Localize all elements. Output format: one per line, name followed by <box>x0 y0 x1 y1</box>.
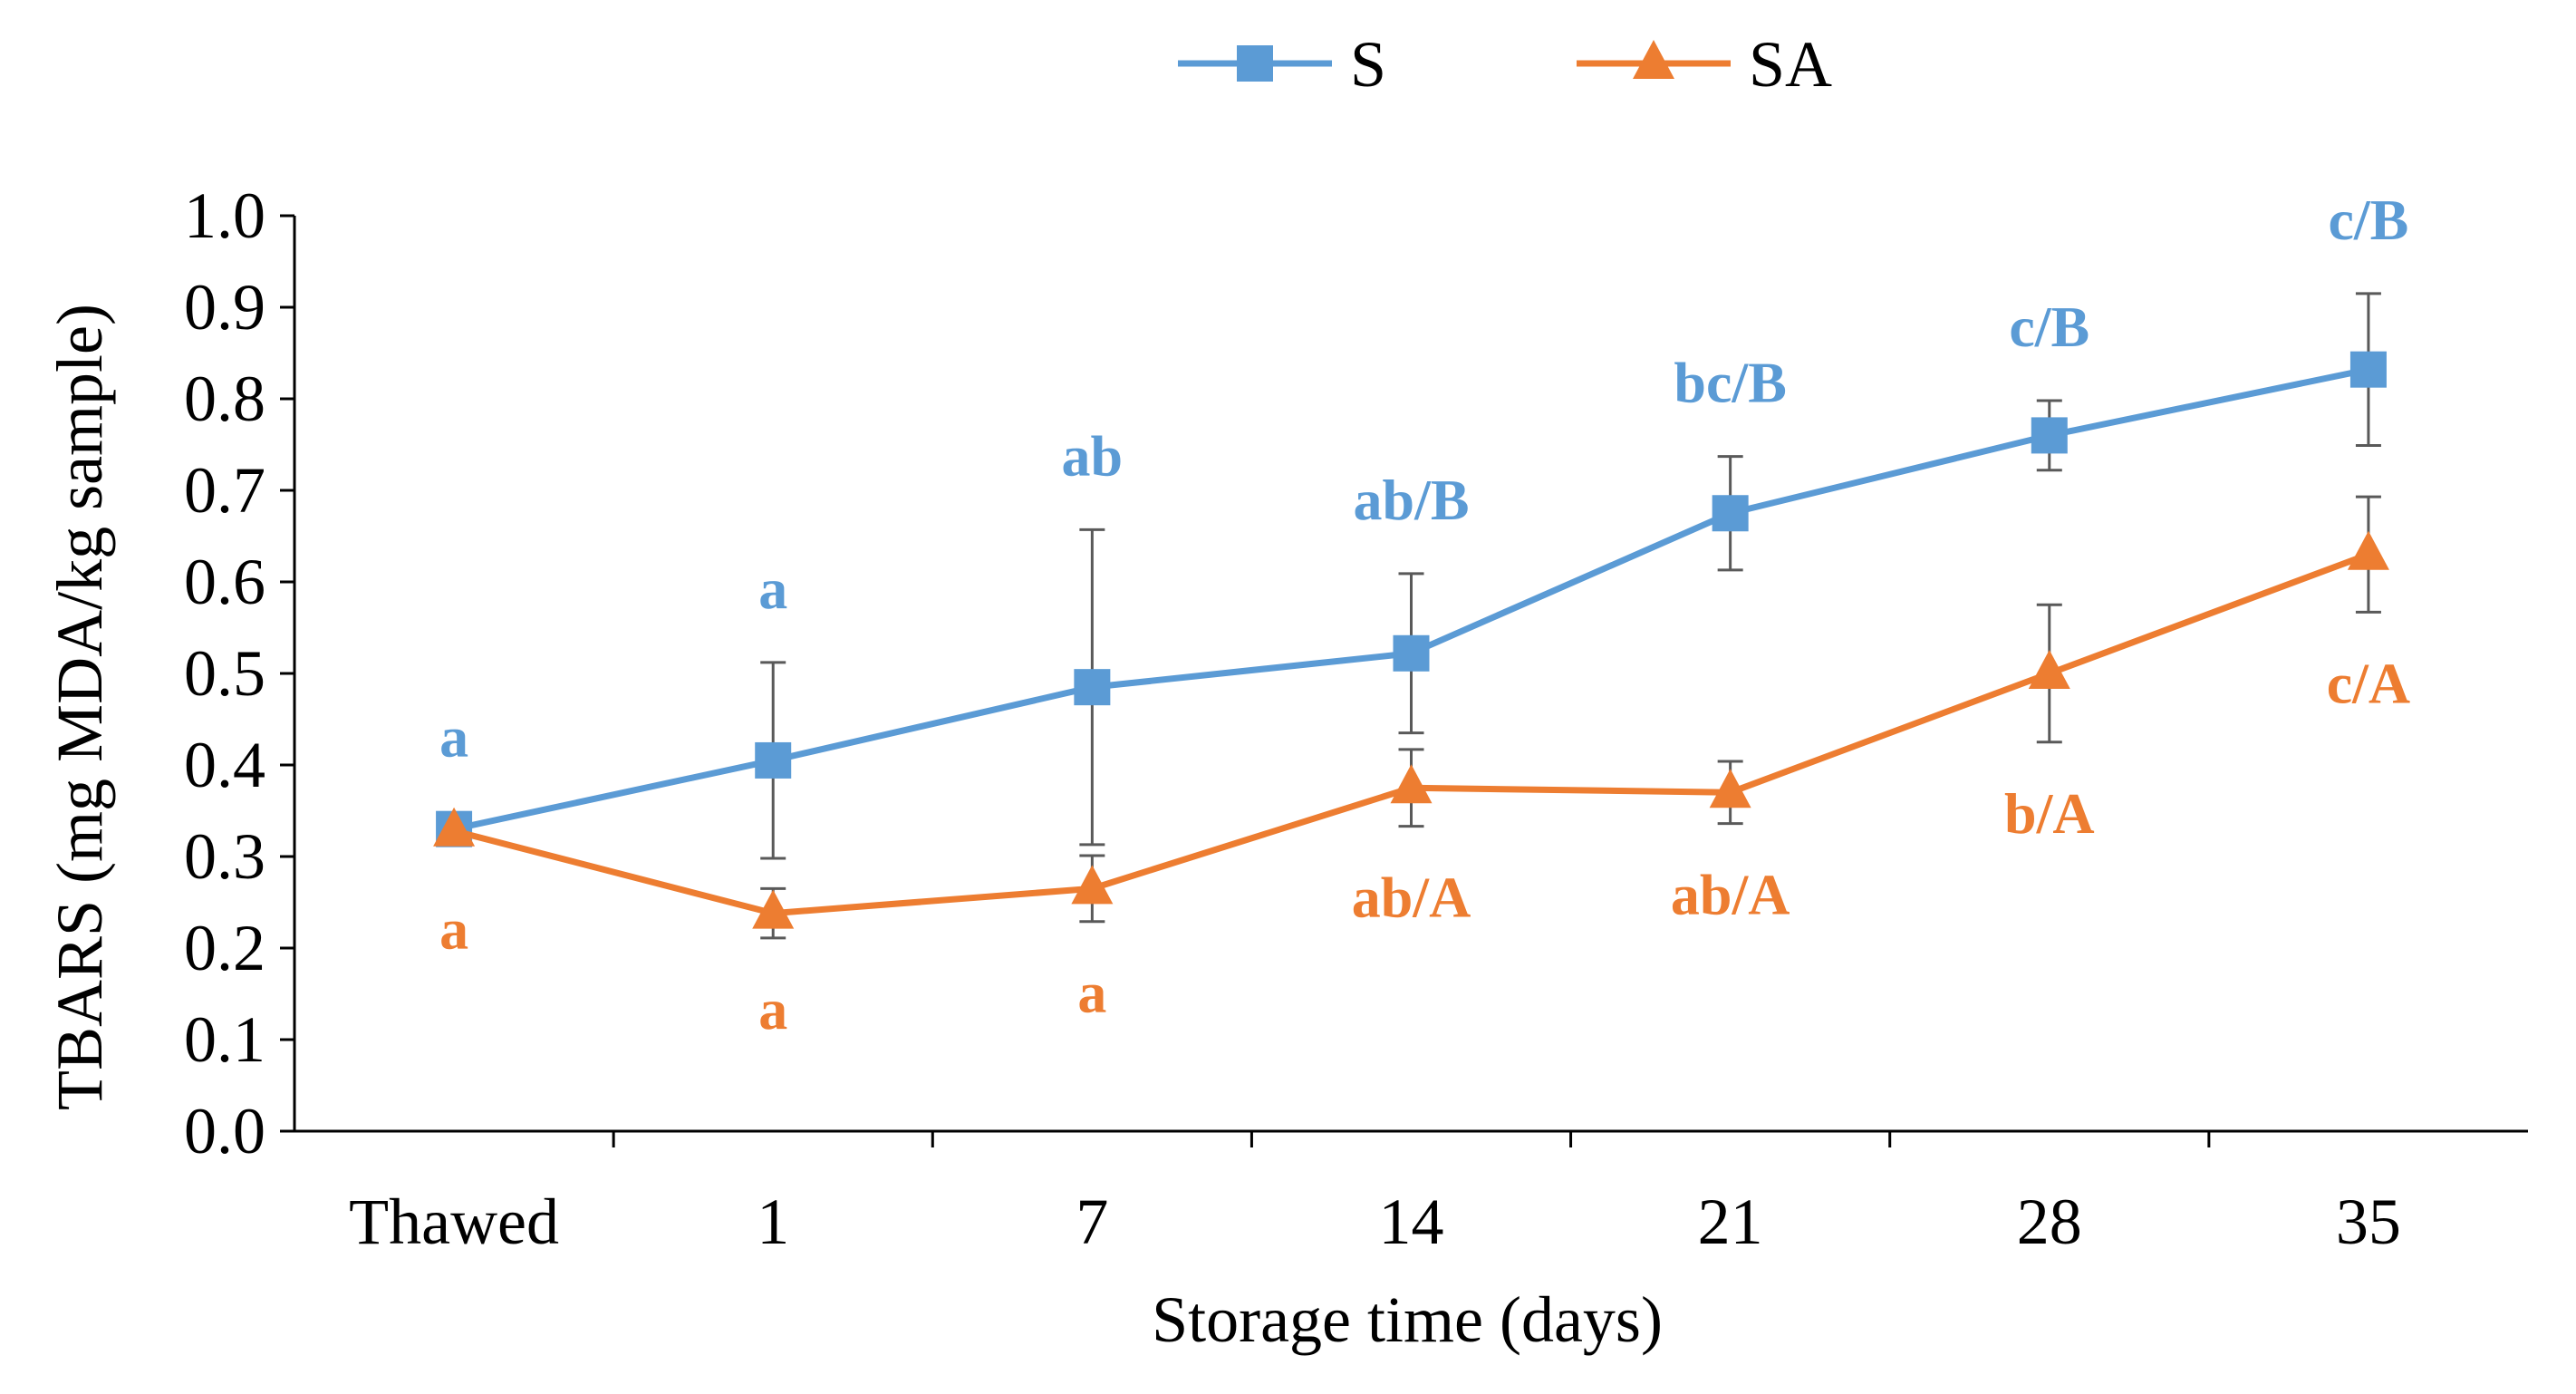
error-bars-SA <box>760 495 2381 940</box>
sig-label-S: c/B <box>2328 188 2408 252</box>
series-S <box>436 351 2387 847</box>
error-bars-S <box>760 292 2381 860</box>
marker-square <box>2031 417 2068 454</box>
marker-square <box>755 741 792 779</box>
y-tick-label: 0.4 <box>184 729 265 801</box>
sig-label-SA: a <box>1077 961 1106 1025</box>
sig-label-S: ab/B <box>1353 468 1469 532</box>
marker-triangle <box>2347 530 2389 570</box>
marker-square <box>1237 45 1273 82</box>
sig-label-SA: b/A <box>2004 781 2095 846</box>
y-tick-label: 0.3 <box>184 820 265 893</box>
marker-triangle <box>433 807 476 847</box>
series-layer: a a ab ab/B bc/B c/B c/B a a a ab/A ab/A b/A c/A <box>433 188 2410 1041</box>
sig-label-S: a <box>439 705 468 770</box>
axes: 0.0 0.1 0.2 0.3 0.4 0.5 0.6 0.7 0.8 0.9 1.0 Thawed 1… <box>184 179 2528 1258</box>
legend-item-SA: SA <box>1577 28 1832 101</box>
marker-square <box>1712 495 1749 532</box>
sig-label-SA: c/A <box>2327 651 2410 715</box>
legend: S SA <box>1178 28 1832 101</box>
legend-label: S <box>1350 28 1386 101</box>
x-tick-label: 28 <box>2017 1186 2082 1258</box>
x-tick-label: 14 <box>1379 1186 1444 1258</box>
y-tick-label: 0.9 <box>184 271 265 344</box>
marker-triangle <box>752 889 795 929</box>
marker-triangle <box>1390 764 1433 804</box>
sig-label-S: bc/B <box>1674 351 1786 415</box>
marker-triangle <box>1709 769 1751 808</box>
x-tick-label: 21 <box>1698 1186 1763 1258</box>
y-tick-label: 0.8 <box>184 363 265 435</box>
x-axis-title: Storage time (days) <box>1152 1283 1663 1356</box>
x-tick-label: Thawed <box>349 1186 559 1258</box>
y-axis-title: TBARS (mg MDA/kg sample) <box>43 304 116 1110</box>
sig-label-SA: ab/A <box>1671 863 1790 927</box>
y-tick-label: 0.6 <box>184 546 265 618</box>
sig-label-SA: a <box>758 977 787 1041</box>
marker-triangle <box>1071 865 1114 905</box>
marker-triangle <box>2028 650 2070 689</box>
y-tick-label: 0.5 <box>184 637 265 710</box>
series-SA <box>433 530 2389 929</box>
significance-labels: a a ab ab/B bc/B c/B c/B a a a ab/A ab/A b/A c/A <box>439 188 2410 1041</box>
sig-label-S: a <box>758 557 787 621</box>
y-tick-label: 0.7 <box>184 454 265 527</box>
y-tick-label: 0.0 <box>184 1095 265 1167</box>
sig-label-S: c/B <box>2009 295 2089 359</box>
marker-triangle <box>1633 40 1674 79</box>
x-tick-label: 7 <box>1076 1186 1108 1258</box>
marker-square <box>1074 669 1111 706</box>
y-tick-label: 0.2 <box>184 912 265 984</box>
sig-label-S: ab <box>1062 423 1124 488</box>
y-tick-label: 0.1 <box>184 1003 265 1076</box>
x-tick-label: 35 <box>2336 1186 2401 1258</box>
y-tick-label: 1.0 <box>184 179 265 252</box>
sig-label-SA: a <box>439 897 468 962</box>
x-tick-label: 1 <box>757 1186 789 1258</box>
legend-label: SA <box>1749 28 1832 101</box>
sig-label-SA: ab/A <box>1352 866 1471 930</box>
marker-square <box>2349 351 2387 388</box>
legend-item-S: S <box>1178 28 1386 101</box>
marker-square <box>1393 634 1430 672</box>
